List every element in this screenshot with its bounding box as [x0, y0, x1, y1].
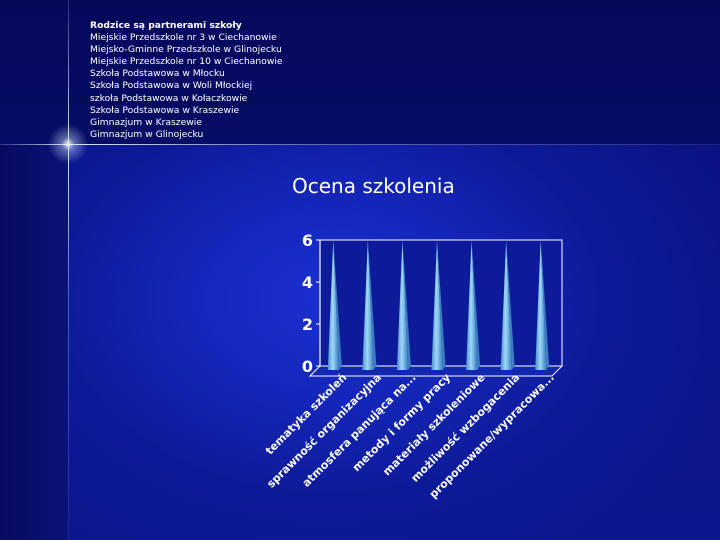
partners-list: Rodzice są partnerami szkoły Miejskie Pr… [90, 20, 283, 141]
partners-heading: Rodzice są partnerami szkoły [90, 20, 242, 31]
partner-item: Szkoła Podstawowa w Kraszewie [90, 104, 240, 116]
y-tick-label: 2 [302, 315, 313, 334]
decorative-horizontal-line [0, 144, 720, 145]
bar [500, 240, 515, 370]
bar [327, 240, 342, 370]
chart-title: Ocena szkolenia [292, 174, 455, 198]
bar [362, 240, 377, 370]
y-tick-label: 6 [302, 231, 313, 250]
partner-item: szkoła Podstawowa w Kołaczkowie [90, 92, 248, 104]
x-category-label: proponowane/wypracowa... [427, 371, 557, 501]
partner-item: Miejskie Przedszkole nr 10 w Ciechanowie [90, 56, 283, 68]
decorative-vertical-line [68, 0, 69, 540]
y-tick-label: 0 [302, 357, 313, 376]
partner-item: Miejsko-Gminne Przedszkole w Glinojecku [90, 44, 282, 56]
y-tick-label: 4 [302, 273, 313, 292]
bar [396, 240, 411, 370]
partner-item: Gimnazjum w Glinojecku [90, 128, 204, 140]
partner-item: Miejskie Przedszkole nr 3 w Ciechanowie [90, 32, 277, 44]
header-band [0, 0, 720, 145]
partners-items: Miejskie Przedszkole nr 3 w Ciechanowie … [90, 32, 283, 141]
bar [431, 240, 446, 370]
bar [535, 240, 550, 370]
light-flare [48, 124, 88, 164]
bar [466, 240, 481, 370]
partner-item: Szkoła Podstawowa w Woli Młockiej [90, 80, 253, 92]
left-band [0, 145, 68, 540]
partner-item: Gimnazjum w Kraszewie [90, 116, 202, 128]
partner-item: Szkoła Podstawowa w Młocku [90, 68, 225, 80]
